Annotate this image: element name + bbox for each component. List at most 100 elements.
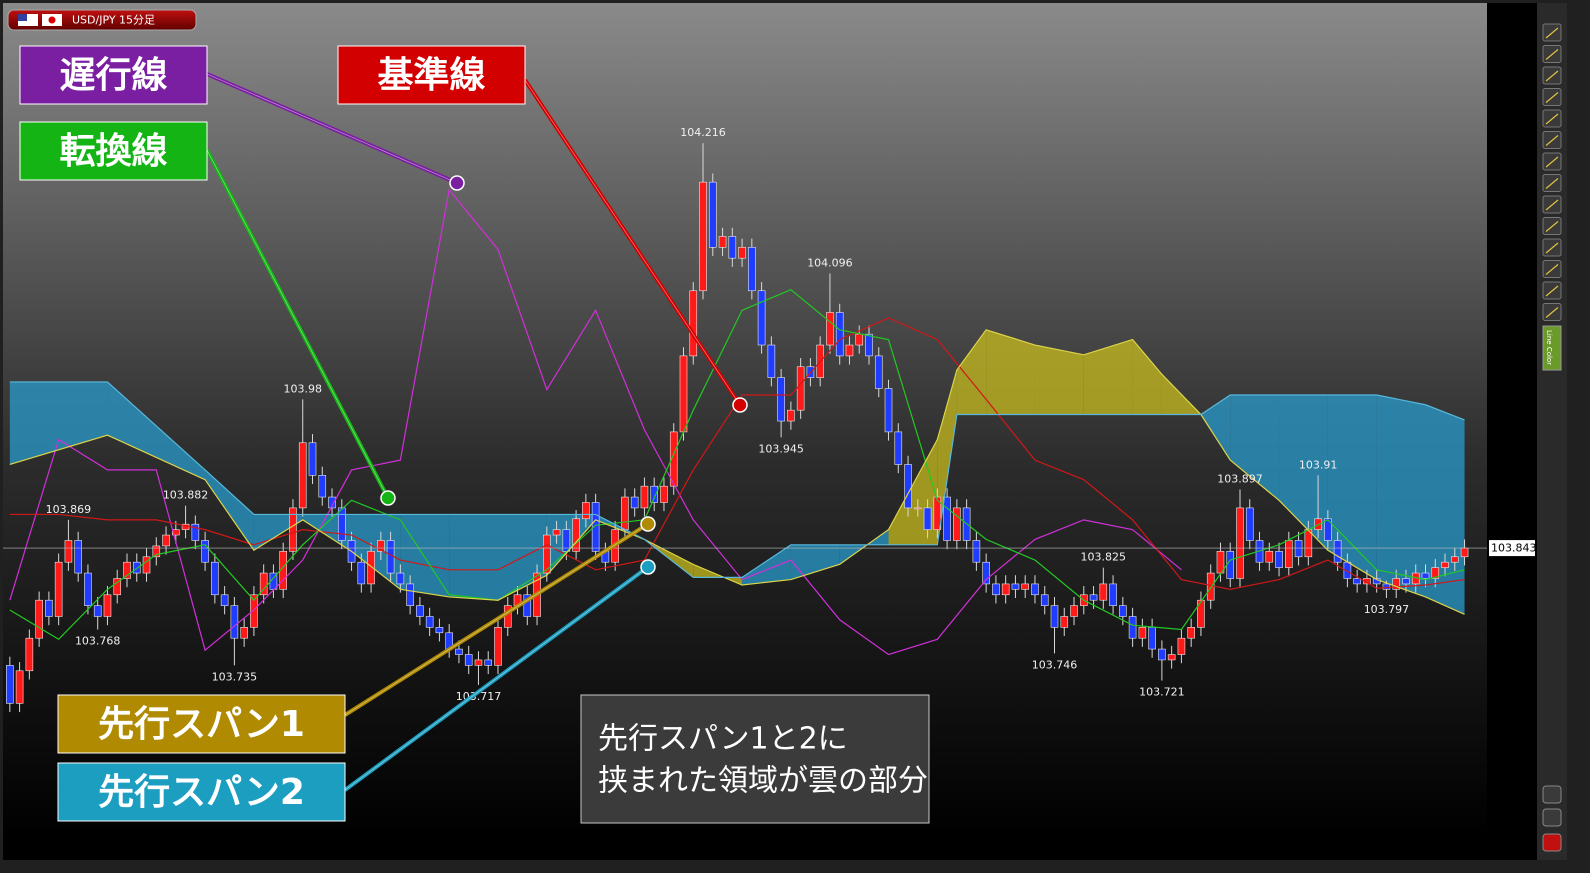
- candle-body: [1158, 648, 1166, 661]
- tool-button[interactable]: [1542, 785, 1562, 804]
- candle-body: [1187, 627, 1195, 639]
- cloud-segment: [1230, 394, 1280, 501]
- tool-glyph: [1545, 242, 1559, 254]
- callout-dot: [640, 559, 656, 575]
- high-label: 103.825: [1081, 551, 1127, 564]
- note-bg: [580, 694, 930, 824]
- low-label: 103.721: [1139, 686, 1185, 699]
- candle-body: [582, 502, 590, 520]
- high-label: 103.882: [163, 489, 209, 502]
- candle-body: [1197, 599, 1205, 628]
- candle-body: [865, 333, 873, 357]
- candle-body: [894, 431, 903, 465]
- candle-body: [1040, 594, 1049, 606]
- callout: 先行スパン1: [57, 516, 656, 754]
- candle-body: [748, 247, 756, 292]
- candle-body: [835, 312, 844, 357]
- candle-body: [308, 442, 317, 476]
- candle-body: [74, 540, 82, 574]
- candle-body: [1050, 605, 1059, 628]
- candle-body: [1119, 605, 1127, 617]
- low-label: 103.746: [1032, 658, 1078, 671]
- candle-body: [1109, 583, 1117, 606]
- candle-body: [738, 247, 746, 259]
- cloud-segment: [1200, 394, 1231, 461]
- candle-body: [874, 355, 883, 389]
- cloud-segment: [1376, 394, 1426, 597]
- candle-body: [250, 594, 258, 628]
- callout: 転換線: [19, 121, 396, 506]
- candle-body: [337, 507, 346, 541]
- tool-glyph: [1545, 156, 1559, 168]
- candle-body: [162, 534, 170, 547]
- candle-body: [591, 502, 600, 552]
- candle-body: [230, 605, 239, 639]
- candle-body: [1245, 507, 1254, 541]
- callout-box: [19, 121, 208, 181]
- callout-leader-edge: [206, 73, 458, 184]
- candle-body: [1236, 507, 1244, 579]
- candle-body: [132, 561, 141, 574]
- candle-body: [543, 534, 551, 574]
- callout: 基準線: [337, 45, 748, 413]
- line-color-button[interactable]: [1542, 325, 1562, 371]
- tool-glyph: [1545, 92, 1559, 103]
- candle-body: [1275, 551, 1283, 568]
- candle-body: [172, 529, 180, 536]
- note-line: 挟まれた領域が雲の部分: [598, 764, 928, 799]
- candle-body: [718, 236, 727, 248]
- candle-body: [1382, 583, 1391, 590]
- candle-body: [777, 377, 785, 422]
- candle-body: [123, 561, 131, 579]
- candle-body: [1421, 572, 1430, 579]
- tool-glyph: [1545, 285, 1559, 297]
- candle-body: [377, 540, 385, 552]
- tool-glyph: [1545, 199, 1559, 211]
- candle-body: [455, 648, 463, 655]
- candle-body: [982, 561, 990, 585]
- candle-body: [484, 659, 493, 666]
- candle-body: [1060, 616, 1069, 628]
- candle-body: [1441, 561, 1449, 568]
- candle-body: [699, 181, 707, 292]
- tool-glyph: [1545, 113, 1559, 125]
- indicator-line: [9, 317, 1465, 590]
- candle-body: [289, 507, 297, 552]
- candle-body: [953, 507, 961, 541]
- cloud-segment: [1034, 345, 1084, 415]
- candle-body: [914, 507, 922, 510]
- candle-body: [904, 464, 912, 509]
- candle-body: [728, 236, 737, 259]
- candle-body: [933, 496, 942, 530]
- candle-body: [406, 583, 414, 606]
- candle-body: [669, 431, 678, 487]
- callout-leader-edge: [524, 79, 741, 406]
- indicator-line: [9, 188, 1182, 656]
- candle-body: [1304, 529, 1313, 558]
- tool-button[interactable]: [1542, 833, 1562, 852]
- candle-body: [318, 475, 327, 498]
- candle-body: [396, 572, 405, 585]
- tool-button[interactable]: [1542, 808, 1562, 827]
- candle-body: [1294, 540, 1303, 558]
- candle-body: [259, 572, 268, 596]
- cloud-segment: [986, 329, 1035, 415]
- candle-body: [689, 290, 698, 357]
- callout-box: [337, 45, 526, 105]
- candle-body: [1148, 627, 1156, 650]
- candle-body: [767, 344, 776, 378]
- candle-body: [35, 599, 43, 639]
- price-axis: [1487, 3, 1537, 838]
- cloud-segment: [1083, 339, 1133, 415]
- candle-body: [25, 637, 34, 672]
- candle-body: [826, 312, 834, 346]
- candle-body: [1167, 654, 1176, 661]
- cloud-segment: [937, 370, 957, 545]
- candle-body: [1031, 583, 1039, 596]
- last-price-label: 103.843: [1491, 542, 1537, 555]
- candle-body: [855, 333, 864, 346]
- candle-body: [425, 616, 434, 628]
- candle-body: [757, 290, 766, 346]
- candle-body: [367, 551, 375, 585]
